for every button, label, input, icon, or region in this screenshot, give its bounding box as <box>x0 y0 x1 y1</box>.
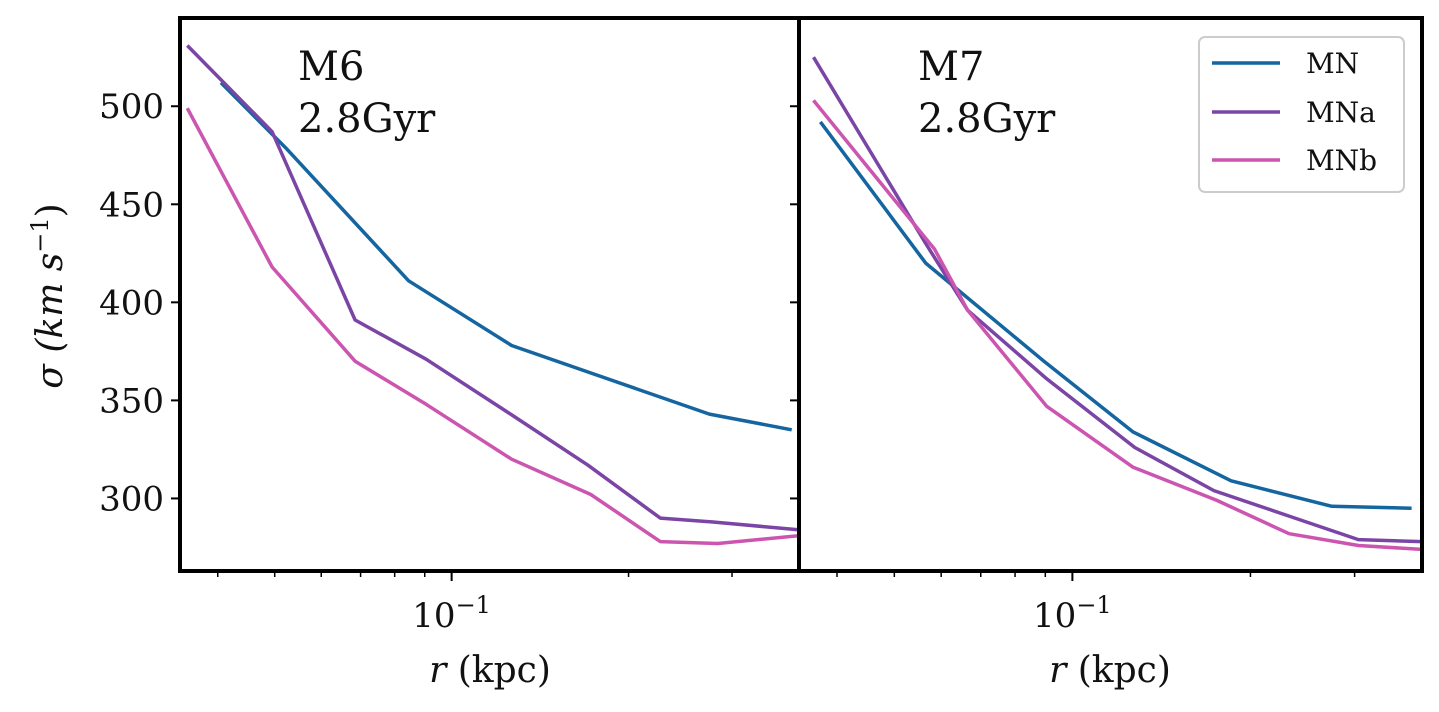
y-axis-label: σ (km s−1) <box>26 203 71 388</box>
legend: MN MNa MNb <box>1198 36 1405 193</box>
x-tick-label-base: 10 <box>1033 596 1076 636</box>
x-axis-label: r (kpc) <box>1049 650 1171 691</box>
panel-title: M7 <box>918 44 984 90</box>
panel-subtitle: 2.8Gyr <box>918 96 1056 142</box>
series-layer <box>185 44 799 546</box>
series-line-mna <box>812 56 1422 544</box>
legend-entry-mna: MNa <box>1212 96 1376 129</box>
legend-entry-mn: MN <box>1212 47 1359 80</box>
y-tick-label: 300 <box>99 479 164 519</box>
legend-box <box>1198 36 1405 193</box>
x-axis-label-var: r <box>1049 650 1068 691</box>
series-layer <box>812 56 1422 552</box>
y-axis-label-exp: −1 <box>26 217 54 252</box>
legend-label-mn: MN <box>1306 47 1359 80</box>
x-tick-label-base: 10 <box>412 596 455 636</box>
legend-label-mna: MNa <box>1306 96 1376 129</box>
x-tick-label-exp: −1 <box>1076 591 1111 619</box>
x-tick-label: 10−1 <box>1033 591 1112 636</box>
y-axis-label-close: ) <box>30 203 71 217</box>
x-axis-label: r (kpc) <box>429 650 551 691</box>
y-tick-label: 500 <box>99 87 164 127</box>
x-axis-label-unit: (kpc) <box>1078 650 1171 691</box>
y-tick-label: 350 <box>99 381 164 421</box>
x-axis-label-unit: (kpc) <box>458 650 551 691</box>
x-axis-label-var: r <box>429 650 448 691</box>
series-line-mnb <box>812 99 1422 552</box>
series-line-mnb <box>185 107 799 546</box>
y-tick-label: 400 <box>99 283 164 323</box>
y-tick-label: 450 <box>99 185 164 225</box>
legend-entry-mnb: MNb <box>1212 144 1377 177</box>
legend-label-mnb: MNb <box>1306 144 1377 177</box>
y-axis-label-main: σ (km s <box>30 253 71 389</box>
series-line-mn <box>818 120 1412 510</box>
x-tick-label: 10−1 <box>412 591 491 636</box>
panel-title: M6 <box>298 44 364 90</box>
series-line-mna <box>186 44 799 532</box>
plot-frame <box>797 16 1424 573</box>
panel-subtitle: 2.8Gyr <box>298 96 436 142</box>
panel-m7: 10−1 M7 2.8Gyr r (kpc) MN MNa MNb <box>790 16 1424 691</box>
x-tick-label-exp: −1 <box>456 591 491 619</box>
ticks-layer: 10−1 <box>790 105 1356 636</box>
